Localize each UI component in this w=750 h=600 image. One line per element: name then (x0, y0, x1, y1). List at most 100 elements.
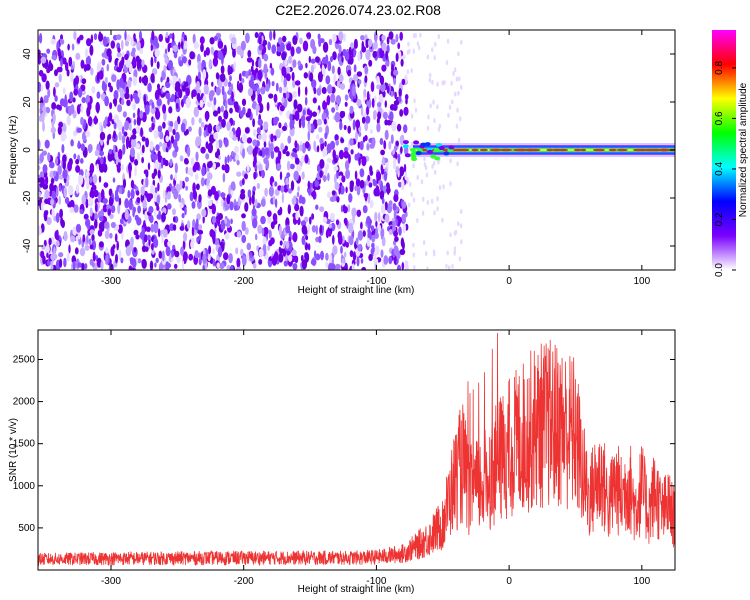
heatmap-cell (325, 229, 329, 239)
heatmap-cell (241, 78, 245, 84)
heatmap-cell (392, 203, 397, 211)
heatmap-cell (59, 208, 63, 219)
heatmap-cell (172, 75, 178, 82)
heatmap-cell (66, 69, 70, 77)
heatmap-cell (283, 260, 288, 267)
heatmap-cell (292, 90, 297, 98)
heatmap-cell (282, 248, 287, 257)
heatmap-cell (122, 111, 127, 118)
heatmap-cell (91, 234, 95, 242)
heatmap-cell (178, 193, 182, 203)
heatmap-cell (343, 124, 347, 131)
heatmap-cell (321, 64, 325, 75)
snr-x-label: Height of straight line (km) (298, 584, 415, 595)
x-tick-label: 100 (633, 576, 650, 587)
heatmap-cell (336, 80, 341, 88)
heatmap-cell (438, 185, 442, 190)
heatmap-cell (191, 116, 195, 126)
heatmap-cell (130, 137, 137, 148)
heatmap-cell (345, 186, 348, 194)
heatmap-cell (178, 60, 184, 67)
heatmap-cell (377, 212, 381, 223)
heatmap-cell (252, 217, 258, 229)
heatmap-cell (395, 140, 400, 147)
heatmap-cell (94, 115, 98, 125)
heatmap-cell (217, 50, 223, 60)
heatmap-cell (128, 243, 134, 252)
heatmap-cell (344, 94, 349, 101)
heatmap-cell (128, 162, 132, 173)
heatmap-cell (401, 179, 405, 191)
heatmap-cell (301, 224, 307, 235)
heatmap-cell (246, 242, 252, 251)
heatmap-cell (421, 210, 425, 216)
heatmap-cell (42, 121, 45, 132)
heatmap-cell (116, 240, 119, 251)
heatmap-cell (271, 255, 278, 266)
heatmap-cell (153, 154, 156, 164)
heatmap-cell (161, 212, 166, 223)
heatmap-cell (403, 124, 408, 134)
heatmap-cell (133, 33, 136, 40)
heatmap-cell (54, 95, 58, 102)
heatmap-cell (248, 79, 255, 89)
heatmap-cell (297, 185, 300, 192)
heatmap-cell (45, 80, 50, 90)
heatmap-cell (246, 164, 250, 172)
heatmap-cell (157, 150, 161, 158)
heatmap-cell (308, 122, 312, 133)
heatmap-cell (285, 66, 291, 74)
heatmap-cell (85, 181, 90, 190)
heatmap-cell (141, 144, 145, 154)
heatmap-cell (63, 257, 67, 268)
heatmap-cell (361, 40, 365, 51)
heatmap-cell (162, 121, 166, 129)
heatmap-cell (84, 263, 88, 270)
heatmap-cell (53, 86, 56, 97)
heatmap-cell (200, 43, 204, 53)
heatmap-cell (304, 154, 309, 164)
heatmap-cell (372, 41, 378, 50)
heatmap-cell (202, 69, 207, 80)
heatmap-cell (131, 134, 137, 140)
heatmap-cell (175, 131, 180, 142)
heatmap-cell (77, 262, 83, 268)
heatmap-cell (385, 60, 389, 67)
heatmap-cell (400, 146, 403, 154)
heatmap-cell (260, 124, 263, 131)
heatmap-cell (300, 220, 307, 227)
heatmap-cell (62, 169, 68, 179)
heatmap-cell (435, 143, 442, 147)
heatmap-cell (360, 258, 364, 264)
heatmap-cell (430, 154, 437, 159)
heatmap-cell (79, 209, 84, 215)
heatmap-cell (57, 165, 62, 175)
heatmap-cell (163, 65, 167, 73)
heatmap-cell (153, 237, 159, 248)
heatmap-cell (227, 154, 230, 164)
heatmap-cell (63, 187, 68, 198)
heatmap-cell (220, 65, 225, 74)
heatmap-cell (205, 141, 209, 150)
heatmap-cell (334, 134, 339, 142)
heatmap-cell (51, 208, 55, 218)
heatmap-cell (51, 120, 55, 129)
heatmap-cell (291, 71, 295, 81)
heatmap-cell (209, 37, 215, 45)
heatmap-cell (176, 255, 181, 264)
heatmap-cell (75, 184, 80, 195)
heatmap-cell (238, 73, 242, 82)
heatmap-cell (202, 253, 207, 265)
heatmap-cell (273, 116, 280, 123)
heatmap-cell (54, 82, 60, 88)
heatmap-cell (410, 113, 414, 119)
heatmap-cell (399, 31, 404, 41)
heatmap-cell (322, 148, 328, 157)
heatmap-cell (379, 75, 385, 85)
heatmap-cell (207, 252, 211, 262)
x-tick-label: 100 (633, 276, 650, 287)
heatmap-cell (262, 39, 268, 46)
heatmap-cell (184, 176, 189, 183)
heatmap-cell (47, 152, 51, 162)
heatmap-cell (401, 214, 406, 223)
